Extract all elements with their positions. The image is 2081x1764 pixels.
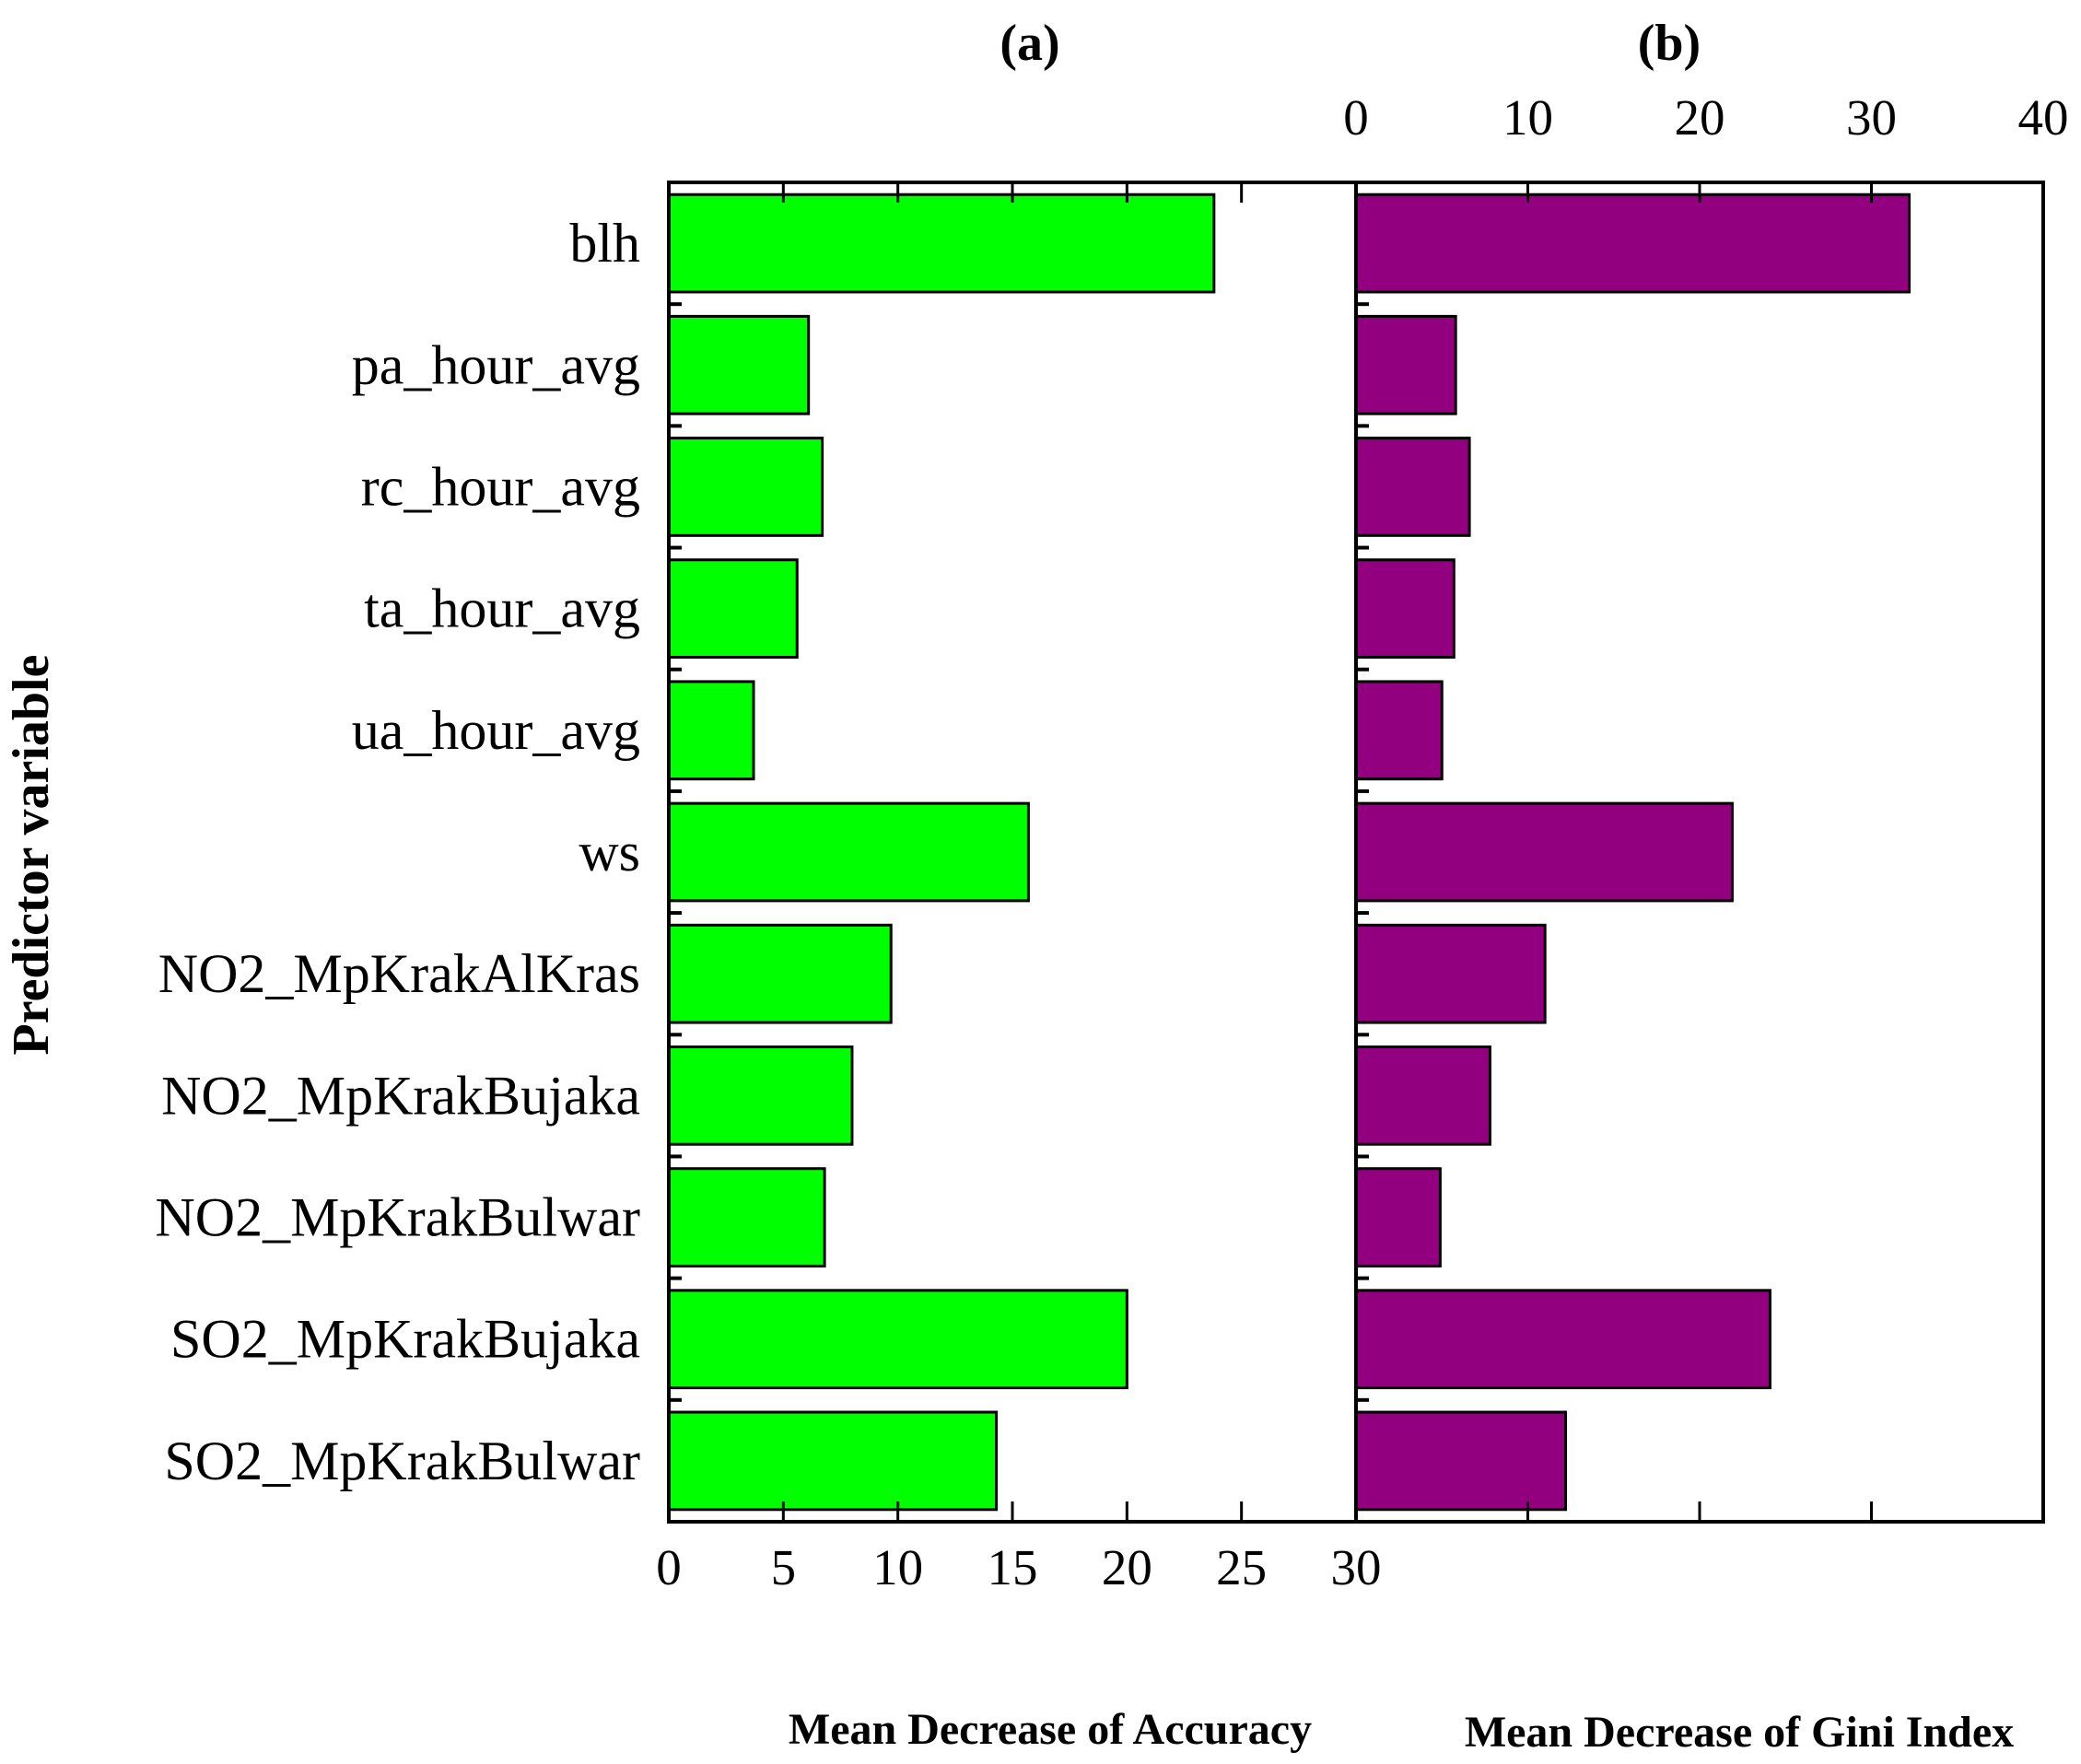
bar-b-5	[1354, 801, 1734, 903]
x-tick-label: 0	[656, 1539, 682, 1595]
bar-b-0	[1354, 193, 1911, 294]
x-tick-label: 25	[1216, 1539, 1267, 1595]
bar-b-4	[1354, 680, 1444, 781]
panel-title: (b)	[1638, 15, 1701, 72]
category-label: rc_hour_avg	[361, 456, 640, 517]
x-tick-label: 15	[988, 1539, 1038, 1595]
category-label: pa_hour_avg	[352, 334, 640, 395]
bar-b-2	[1354, 437, 1471, 537]
bar-b-8	[1354, 1167, 1442, 1268]
plot-frame	[1354, 181, 2045, 1524]
y-axis-title: Predictor variable	[3, 655, 60, 1056]
category-label: SO2_MpKrakBujaka	[170, 1309, 640, 1370]
x-tick-label: 30	[1331, 1539, 1382, 1595]
bar-a-4	[667, 680, 755, 781]
bar-a-8	[667, 1167, 826, 1268]
bar-a-2	[667, 437, 824, 537]
bar-b-9	[1354, 1289, 1771, 1390]
category-label: NO2_MpKrakBujaka	[161, 1065, 640, 1126]
bar-a-7	[667, 1045, 854, 1146]
bar-b-10	[1354, 1410, 1568, 1512]
panel-b: 0 10 20 30 40 (b) Mean Decrease of Gini Index	[1343, 15, 2068, 1757]
x-tick-label: 30	[1846, 89, 1897, 146]
x-tick-label: 10	[1502, 89, 1553, 146]
bar-a-1	[667, 314, 811, 415]
x-tick-label: 20	[1102, 1539, 1152, 1595]
x-tick-label: 0	[1343, 89, 1369, 146]
bar-a-9	[667, 1289, 1128, 1390]
x-tick-label: 10	[872, 1539, 923, 1595]
x-tick-label: 40	[2018, 89, 2069, 146]
bar-a-5	[667, 801, 1030, 903]
bar-a-10	[667, 1410, 999, 1512]
category-label: SO2_MpKrakBulwar	[164, 1431, 640, 1491]
bar-a-3	[667, 558, 799, 660]
x-tick-label: 20	[1675, 89, 1725, 146]
bar-b-1	[1354, 314, 1457, 415]
bar-b-7	[1354, 1045, 1491, 1146]
x-tick-label: 5	[771, 1539, 797, 1595]
bar-b-6	[1354, 923, 1547, 1024]
bar-a-0	[667, 193, 1216, 294]
category-labels: blh pa_hour_avg rc_hour_avg ta_hour_avg ua_h…	[155, 213, 640, 1491]
category-label: ua_hour_avg	[352, 700, 640, 761]
category-label: ta_hour_avg	[364, 578, 640, 639]
bar-b-3	[1354, 558, 1456, 660]
category-label: NO2_MpKrakAlKras	[158, 943, 640, 1004]
panel-a: 0 5 10 15 20 25 30 (a) Mean Decrease of Accuracy	[656, 15, 1381, 1754]
x-axis-title: Mean Decrease of Accuracy	[789, 1705, 1312, 1754]
x-axis-title: Mean Decrease of Gini Index	[1465, 1708, 2014, 1757]
category-label: NO2_MpKrakBulwar	[155, 1187, 640, 1248]
category-label: blh	[569, 213, 640, 274]
panel-title: (a)	[1000, 15, 1059, 72]
bar-a-6	[667, 923, 893, 1024]
category-label: ws	[579, 822, 640, 882]
